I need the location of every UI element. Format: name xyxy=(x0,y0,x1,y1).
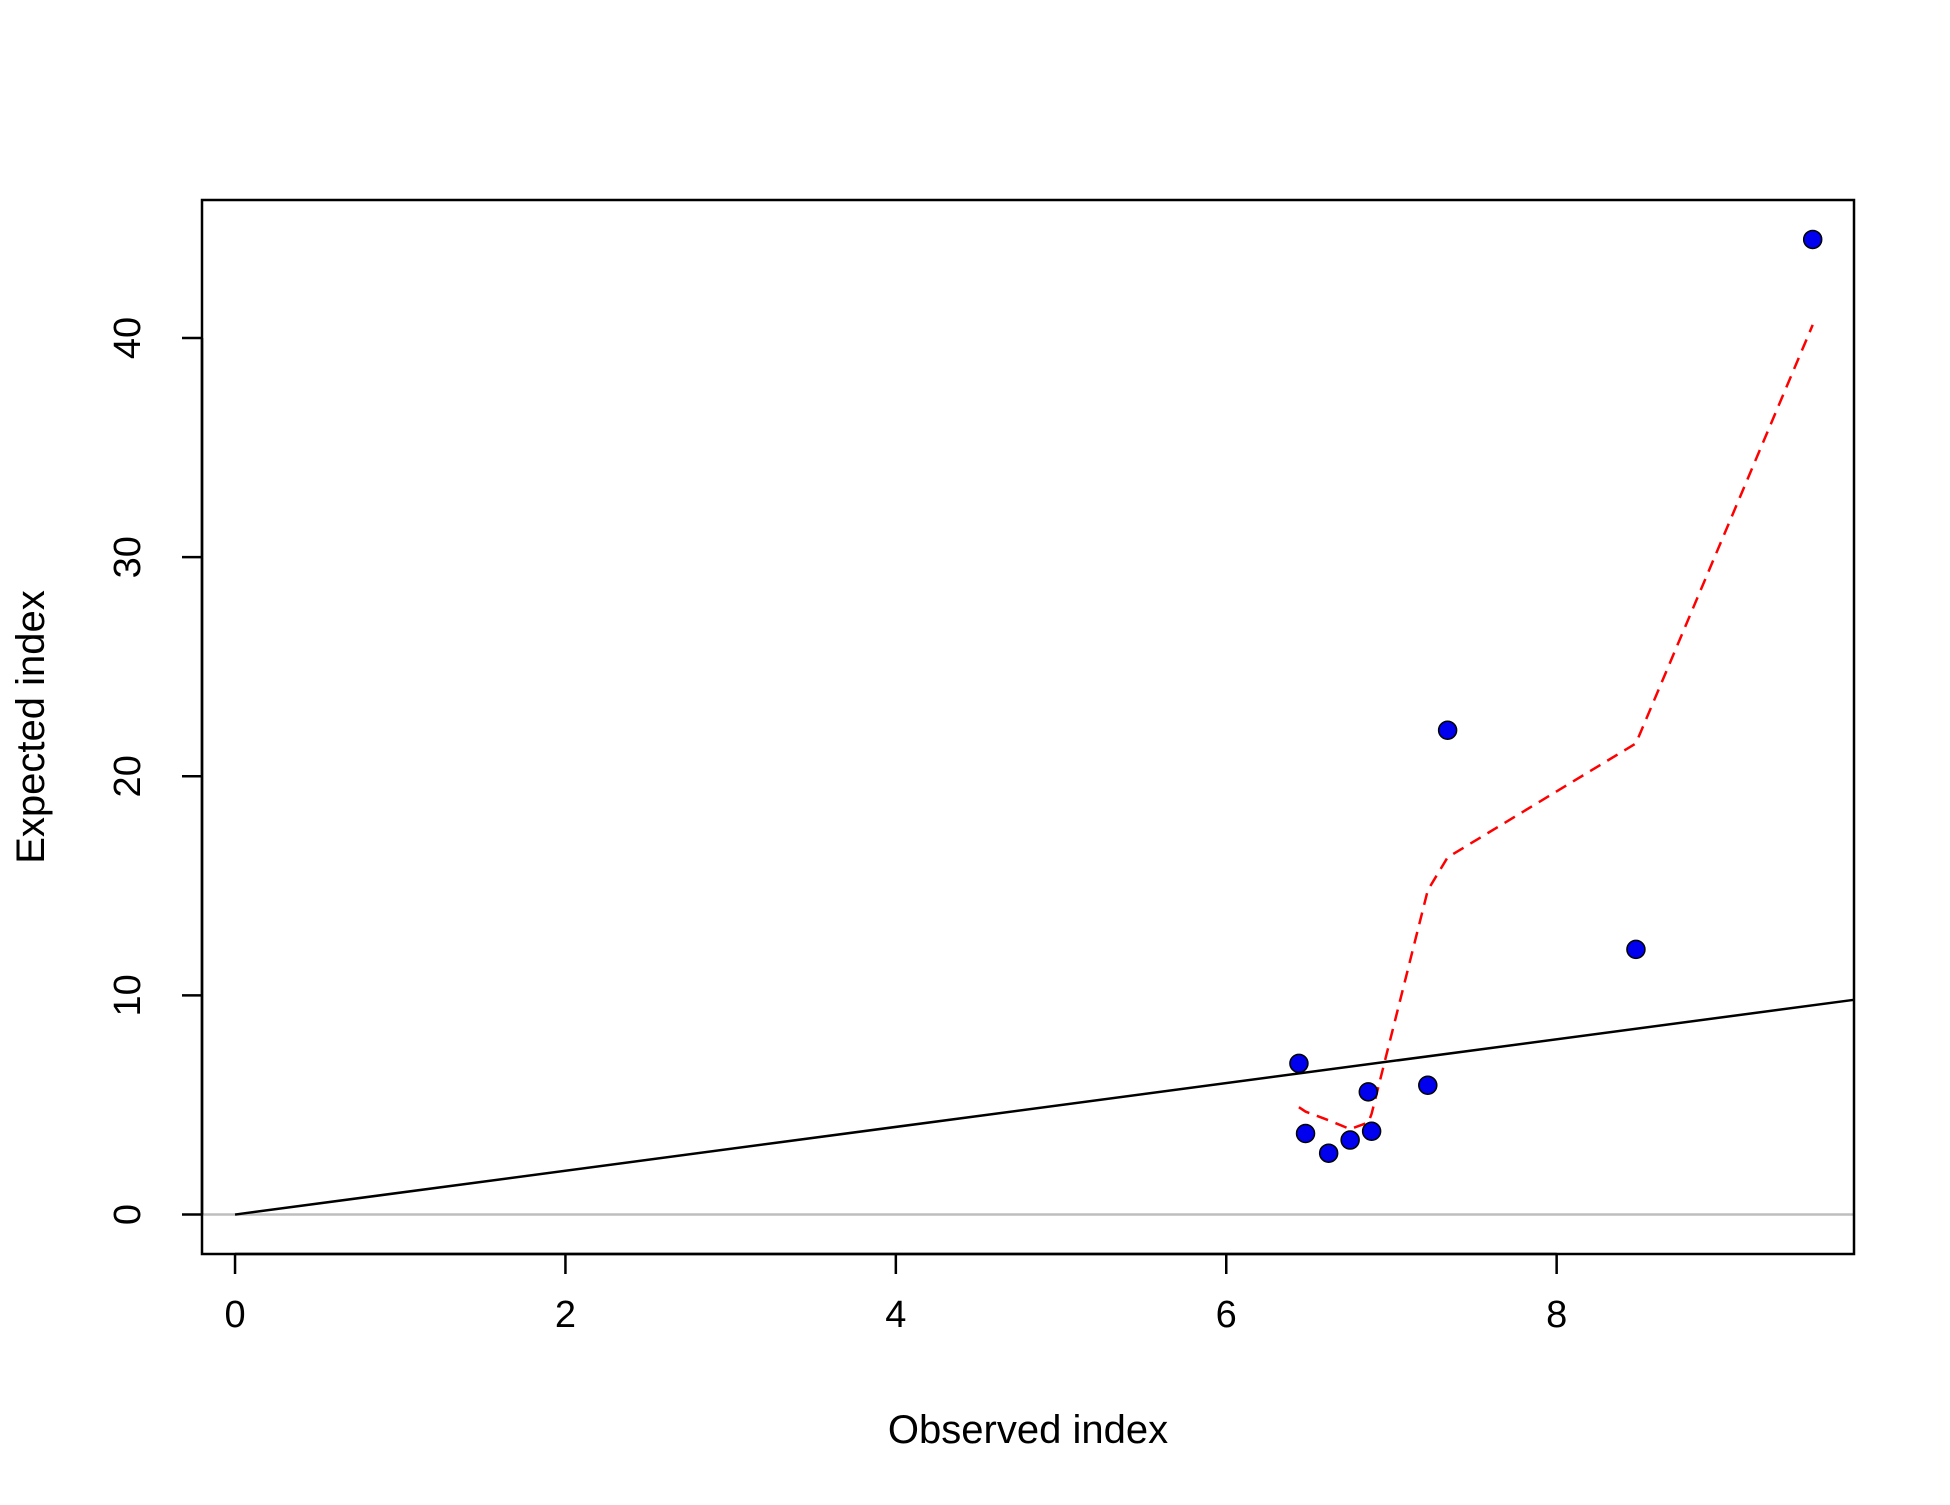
y-tick-label: 30 xyxy=(107,536,149,578)
data-point xyxy=(1437,720,1458,741)
data-point xyxy=(1626,939,1646,960)
x-axis-title: Observed index xyxy=(888,1408,1168,1452)
x-tick-label: 2 xyxy=(555,1294,576,1336)
y-tick-label: 0 xyxy=(107,1204,149,1225)
data-point xyxy=(1318,1143,1339,1163)
plot-frame xyxy=(200,198,1856,1256)
data-point xyxy=(1358,1082,1379,1102)
smooth-line xyxy=(1298,324,1814,1131)
points-group xyxy=(1289,229,1823,1163)
y-tick-label: 40 xyxy=(107,317,149,359)
x-tick-label: 6 xyxy=(1216,1294,1237,1336)
reference-line xyxy=(234,998,1855,1216)
x-axis: 0 2 4 6 8 xyxy=(224,1252,1567,1336)
y-axis-title: Expected index xyxy=(9,590,53,864)
data-point xyxy=(1340,1130,1360,1150)
x-tick-label: 0 xyxy=(224,1294,245,1336)
x-tick-label: 4 xyxy=(885,1294,906,1336)
x-tick-label: 8 xyxy=(1546,1294,1567,1336)
data-point xyxy=(1289,1053,1309,1074)
data-point xyxy=(1361,1121,1382,1142)
data-point xyxy=(1418,1075,1438,1096)
reference-line-group xyxy=(234,998,1855,1216)
smooth-line-group xyxy=(1298,324,1814,1131)
y-tick-label: 20 xyxy=(107,755,149,797)
data-point xyxy=(1802,229,1823,250)
y-tick-label: 10 xyxy=(107,974,149,1016)
y-axis: 0 10 20 30 40 xyxy=(107,317,204,1225)
data-point xyxy=(1295,1123,1316,1144)
